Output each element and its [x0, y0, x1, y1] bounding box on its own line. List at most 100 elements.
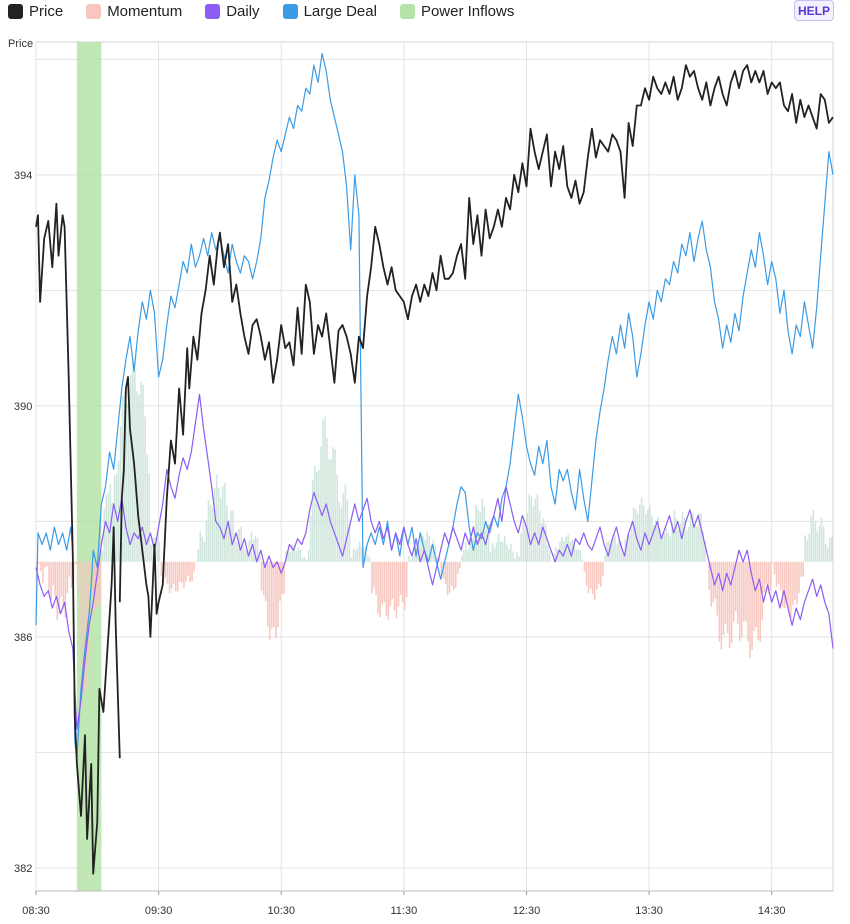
momentum-bar: [600, 561, 602, 587]
momentum-bar: [732, 561, 735, 622]
momentum-bar: [514, 558, 516, 562]
momentum-bar: [309, 515, 312, 562]
momentum-bar: [107, 492, 110, 562]
momentum-bar: [806, 540, 809, 562]
chart-legend: Price Momentum Daily Large Deal Power Inflow…: [8, 0, 537, 22]
legend-item-daily[interactable]: Daily: [205, 3, 260, 20]
momentum-bar: [830, 536, 833, 562]
momentum-bar: [226, 505, 228, 562]
momentum-bar: [148, 472, 150, 562]
momentum-bar: [526, 512, 529, 562]
momentum-bar: [657, 517, 659, 562]
x-tick-label: 10:30: [267, 905, 295, 917]
momentum-bar: [246, 550, 249, 562]
momentum-bar: [730, 561, 733, 644]
momentum-bar: [775, 561, 778, 587]
momentum-bar: [240, 526, 242, 562]
momentum-bar: [254, 535, 257, 562]
momentum-bar: [420, 533, 422, 562]
momentum-bar: [305, 559, 308, 562]
help-button[interactable]: HELP: [794, 0, 834, 21]
momentum-bar: [399, 561, 402, 596]
momentum-bar: [771, 561, 774, 563]
momentum-bar: [585, 561, 588, 586]
momentum-bar: [583, 561, 586, 572]
momentum-bar: [520, 532, 522, 562]
momentum-bar: [103, 508, 106, 562]
momentum-bar: [747, 561, 749, 642]
momentum-bar: [193, 561, 195, 572]
momentum-bar: [360, 547, 363, 562]
momentum-bar: [828, 537, 831, 562]
momentum-bar: [638, 505, 641, 562]
momentum-bar: [671, 522, 674, 562]
momentum-bar: [381, 561, 383, 605]
momentum-bar: [722, 561, 725, 635]
momentum-bar: [710, 561, 712, 607]
momentum-bar: [224, 483, 226, 562]
momentum-bar: [346, 500, 349, 562]
momentum-bar: [264, 561, 267, 601]
momentum-bar: [816, 531, 819, 562]
momentum-bar: [794, 561, 796, 601]
momentum-bar: [738, 561, 741, 641]
legend-item-power-inflows[interactable]: Power Inflows: [399, 3, 514, 20]
momentum-bar: [808, 534, 811, 562]
momentum-bar: [414, 544, 416, 562]
momentum-bar: [350, 557, 353, 562]
legend-swatch: [8, 3, 23, 19]
momentum-bar: [80, 561, 83, 694]
momentum-bar: [66, 561, 69, 594]
momentum-bar: [612, 534, 614, 562]
power-inflows-band: [76, 42, 102, 891]
momentum-bar: [491, 543, 494, 562]
daily-line: [35, 393, 834, 730]
momentum-bar: [620, 541, 623, 562]
momentum-bar: [70, 561, 73, 588]
momentum-bar: [356, 547, 359, 562]
momentum-bar: [777, 561, 780, 584]
momentum-bar: [475, 505, 477, 562]
momentum-bar: [471, 539, 473, 562]
momentum-bar: [127, 399, 130, 562]
momentum-bar: [330, 459, 332, 562]
momentum-bar: [587, 561, 590, 594]
momentum-bar: [221, 486, 224, 562]
momentum-bar: [779, 561, 782, 590]
momentum-bar: [170, 561, 173, 589]
legend-item-price[interactable]: Price: [8, 3, 63, 20]
momentum-bar: [450, 561, 453, 586]
legend-item-momentum[interactable]: Momentum: [86, 3, 182, 20]
momentum-bar: [720, 561, 723, 650]
momentum-bar: [99, 561, 101, 602]
momentum-bar: [85, 561, 87, 688]
momentum-bar: [377, 561, 379, 614]
momentum-bar: [826, 547, 829, 562]
momentum-bar: [125, 403, 128, 562]
momentum-bar: [179, 561, 181, 582]
legend-item-large-deal[interactable]: Large Deal: [282, 3, 377, 20]
momentum-bar: [659, 528, 661, 562]
momentum-bar: [446, 561, 449, 596]
momentum-bar: [790, 561, 792, 618]
momentum-bar: [407, 555, 410, 562]
momentum-bar: [653, 525, 655, 562]
momentum-bar: [610, 544, 612, 562]
momentum-bar: [555, 547, 557, 562]
momentum-bar: [166, 561, 169, 584]
momentum-bar: [295, 551, 298, 562]
momentum-bar: [469, 536, 471, 562]
momentum-bar: [140, 382, 142, 562]
momentum-bar: [714, 561, 717, 599]
momentum-bar: [495, 542, 498, 562]
momentum-bar: [647, 509, 649, 562]
momentum-bar: [397, 561, 400, 607]
momentum-bar: [728, 561, 731, 649]
momentum-bar: [281, 561, 283, 595]
momentum-bar: [389, 561, 392, 606]
momentum-bar: [334, 449, 336, 562]
momentum-bar: [111, 502, 114, 562]
momentum-bar: [642, 505, 645, 562]
momentum-bar: [150, 544, 153, 562]
momentum-bar: [144, 416, 146, 562]
